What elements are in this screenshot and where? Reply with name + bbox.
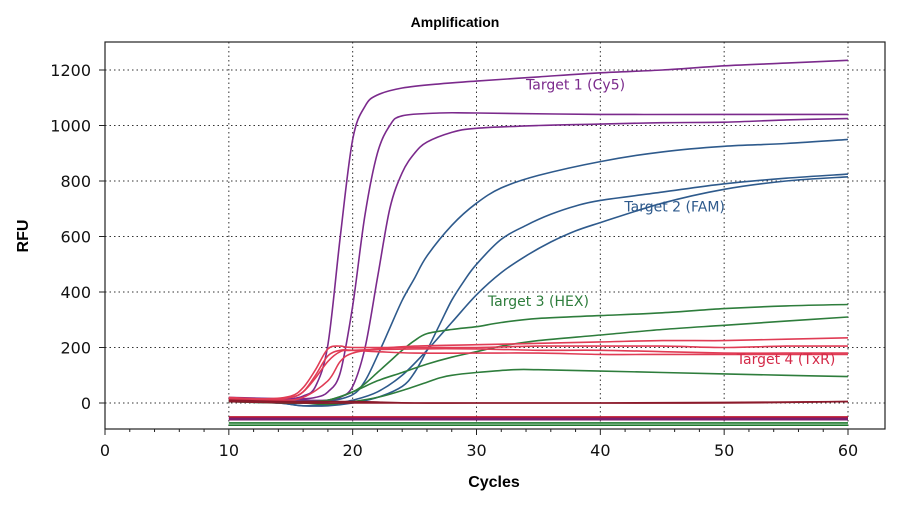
y-tick-label: 600 [60,228,91,247]
y-tick-label: 1000 [50,117,91,136]
amplification-curves [228,59,849,426]
amplification-curve-target-3-hex-3 [228,368,849,406]
y-tick-label: 400 [60,283,91,302]
series-label: Target 1 (Cy5) [525,77,625,93]
chart-title: Amplification [411,14,500,30]
x-tick-label: 40 [590,441,610,460]
x-tick-label: 30 [466,441,486,460]
amplification-curve-target-4-txr-3 [228,348,848,402]
amplification-curve-target-1-cy5-1 [228,59,849,400]
x-tick-label: 10 [219,441,239,460]
plot-frame [104,41,886,430]
amplification-curve-target-4-txr-4 [228,337,849,402]
x-tick-label: 60 [838,441,858,460]
grid [105,42,885,429]
amplification-curve-target-4-txr-1 [228,345,849,400]
x-tick-label: 0 [100,441,110,460]
x-axis-label: Cycles [468,474,520,491]
series-labels: Target 1 (Cy5) Target 2 (FAM) Target 3 (HE… [487,77,835,368]
series-label: Target 2 (FAM) [623,200,724,216]
amplification-curve-target-1-cy5-2 [228,111,848,400]
y-tick-label: 0 [81,394,91,413]
amplification-curve-target-2-fam-3 [228,173,849,407]
x-tick-label: 20 [342,441,362,460]
series-label: Target 4 (TxR) [736,352,836,368]
y-tick-label: 200 [60,339,91,358]
amplification-curve-baseline-2 [228,400,849,404]
series-label: Target 3 (HEX) [487,294,589,310]
y-axis-label: RFU [15,220,32,253]
y-tick-label: 1200 [50,61,91,80]
y-tick-label: 800 [60,172,91,191]
x-tick-label: 50 [714,441,734,460]
